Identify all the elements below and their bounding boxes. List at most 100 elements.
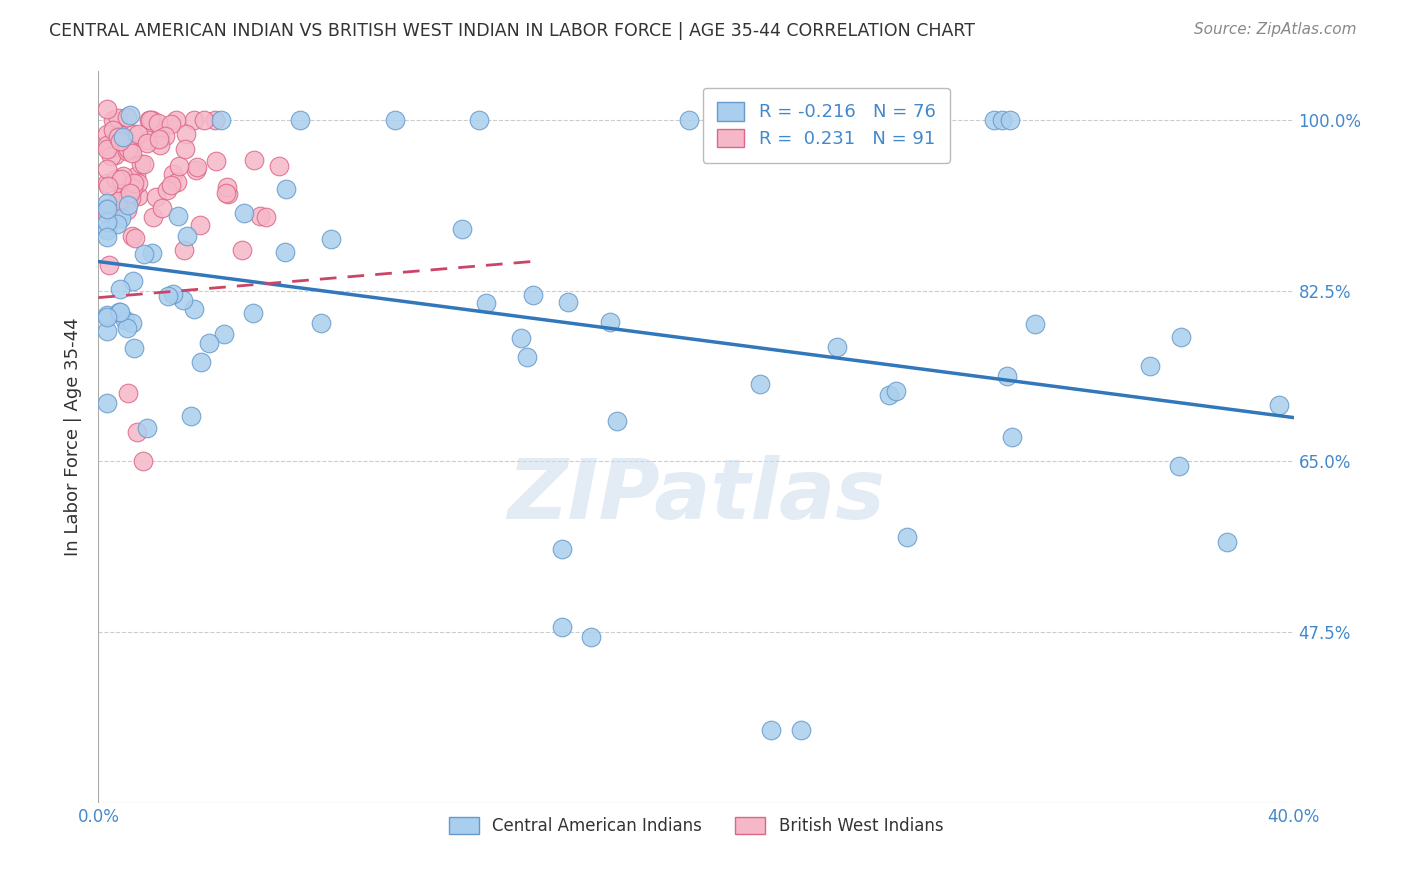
Point <box>127 127 149 141</box>
Point <box>107 127 129 141</box>
Point <box>557 294 579 309</box>
Point <box>274 244 297 259</box>
Point <box>146 116 169 130</box>
Point <box>581 630 603 644</box>
Point <box>167 209 190 223</box>
Point <box>174 142 197 156</box>
Point <box>100 140 122 154</box>
Point <box>96 102 118 116</box>
Point <box>231 243 253 257</box>
Point <box>156 289 179 303</box>
Point <box>120 108 142 122</box>
Point <box>112 187 135 202</box>
Point <box>112 131 135 145</box>
Point <box>1170 329 1192 343</box>
Point <box>173 244 195 258</box>
Point <box>141 113 163 128</box>
Point <box>114 313 136 327</box>
Point <box>121 228 143 243</box>
Point <box>134 247 156 261</box>
Point <box>112 186 135 200</box>
Point <box>468 113 491 128</box>
Point <box>1216 535 1239 549</box>
Point <box>100 149 122 163</box>
Point <box>96 196 118 211</box>
Point <box>186 162 208 177</box>
Point <box>141 246 163 260</box>
Point <box>451 222 474 236</box>
Point <box>96 202 118 217</box>
Point <box>110 172 132 186</box>
Point <box>96 222 118 236</box>
Point <box>825 340 848 354</box>
Point <box>173 293 195 307</box>
Point <box>166 175 188 189</box>
Point <box>96 214 118 228</box>
Point <box>188 218 211 232</box>
Point <box>97 178 120 193</box>
Point <box>522 288 544 302</box>
Point <box>884 384 907 398</box>
Point <box>1267 398 1289 412</box>
Point <box>141 211 163 225</box>
Point <box>995 369 1018 384</box>
Legend: Central American Indians, British West Indians: Central American Indians, British West I… <box>441 811 950 842</box>
Point <box>254 210 277 224</box>
Point <box>122 127 145 141</box>
Point <box>145 190 167 204</box>
Point <box>217 186 239 201</box>
Point <box>101 122 124 136</box>
Point <box>105 136 128 151</box>
Point <box>190 354 212 368</box>
Point <box>120 142 142 156</box>
Point <box>127 176 149 190</box>
Point <box>174 127 197 141</box>
Point <box>243 153 266 167</box>
Point <box>96 127 118 141</box>
Point <box>204 113 226 128</box>
Point <box>1001 430 1024 444</box>
Point <box>96 310 118 325</box>
Point <box>111 129 134 144</box>
Point <box>96 201 118 215</box>
Point <box>117 386 139 401</box>
Point <box>474 295 496 310</box>
Point <box>319 232 342 246</box>
Point <box>121 316 143 330</box>
Point <box>117 110 139 124</box>
Point <box>125 169 148 184</box>
Point <box>176 229 198 244</box>
Point <box>998 113 1021 128</box>
Point <box>96 143 118 157</box>
Point <box>550 542 572 557</box>
Point <box>96 162 118 177</box>
Point <box>108 134 131 148</box>
Point <box>212 327 235 342</box>
Point <box>122 274 145 288</box>
Y-axis label: In Labor Force | Age 35-44: In Labor Force | Age 35-44 <box>63 318 82 557</box>
Point <box>139 113 162 128</box>
Point <box>121 191 143 205</box>
Point <box>135 136 157 150</box>
Point <box>217 180 239 194</box>
Point <box>115 320 138 334</box>
Point <box>215 186 238 200</box>
Point <box>124 230 146 244</box>
Point <box>107 112 129 126</box>
Text: ZIPatlas: ZIPatlas <box>508 455 884 536</box>
Point <box>136 133 159 147</box>
Point <box>127 189 149 203</box>
Point <box>789 723 811 737</box>
Point <box>153 128 176 143</box>
Point <box>117 142 139 156</box>
Point <box>107 130 129 145</box>
Point <box>152 202 174 216</box>
Point <box>754 113 776 128</box>
Point <box>122 341 145 355</box>
Point <box>896 530 918 544</box>
Point <box>599 315 621 329</box>
Point <box>267 159 290 173</box>
Point <box>309 316 332 330</box>
Point <box>107 194 129 208</box>
Point <box>550 620 572 634</box>
